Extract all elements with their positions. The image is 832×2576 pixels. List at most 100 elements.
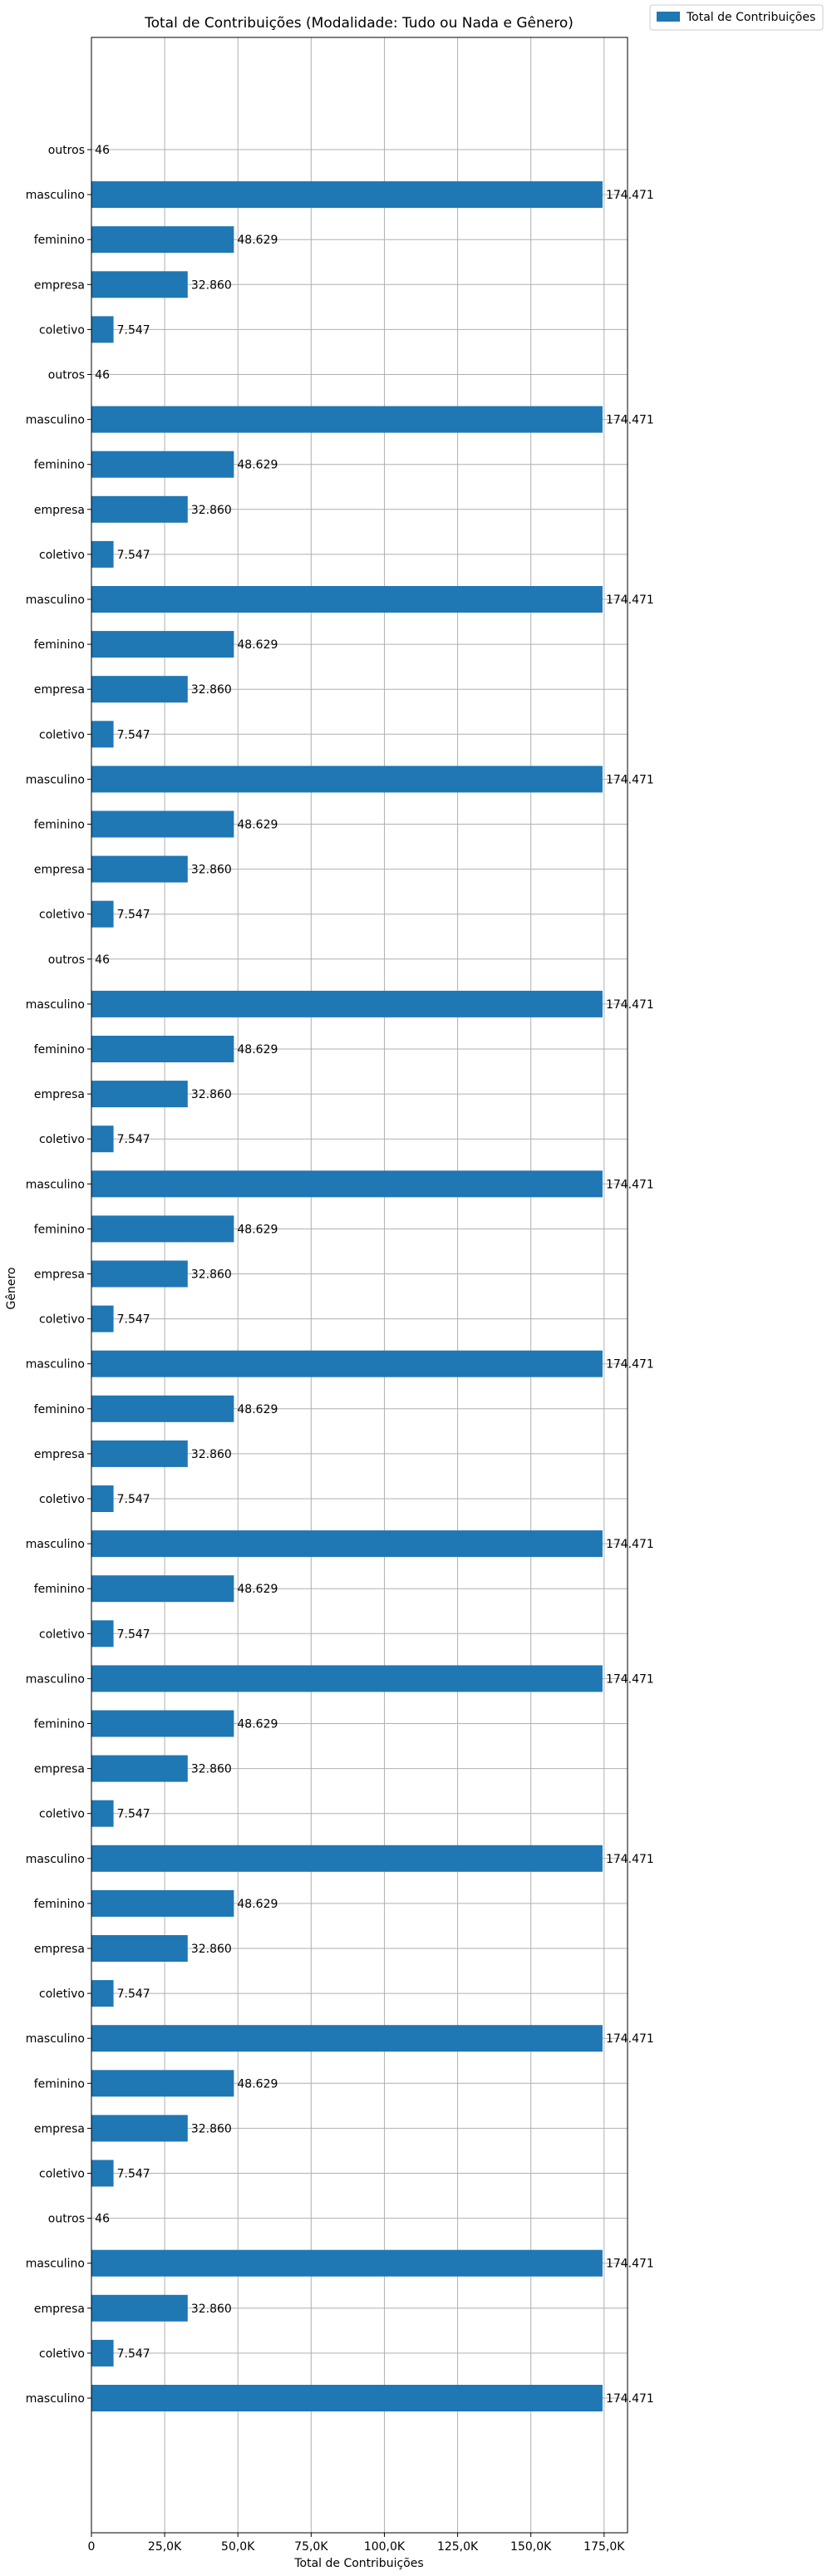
y-tick-label: feminino: [34, 234, 85, 247]
legend-swatch: [657, 12, 680, 22]
bar-value-label: 32.860: [191, 2122, 232, 2135]
x-axis-title: Total de Contribuições: [293, 2557, 423, 2570]
bar-value-label: 46: [95, 369, 110, 382]
bar-value-label: 48.629: [237, 234, 278, 247]
bar: [91, 1620, 114, 1648]
y-tick-label: outros: [48, 953, 85, 967]
bar: [91, 1170, 603, 1198]
bar: [91, 1845, 603, 1872]
y-tick-label: feminino: [34, 638, 85, 652]
y-tick-label: feminino: [34, 1043, 85, 1057]
bar-value-label: 32.860: [191, 1448, 232, 1461]
bar: [91, 1710, 234, 1737]
bar: [91, 406, 603, 433]
bar: [91, 900, 114, 928]
x-tick-label: 175,0K: [583, 2540, 625, 2554]
bar-value-label: 174.471: [606, 773, 654, 786]
y-tick-label: masculino: [26, 998, 85, 1012]
bar-value-label: 7.547: [117, 1493, 150, 1506]
y-tick-label: coletivo: [39, 1628, 85, 1641]
bar: [91, 586, 603, 613]
bar-value-label: 174.471: [606, 594, 654, 607]
y-tick-label: empresa: [34, 2122, 85, 2135]
bar: [91, 2339, 114, 2367]
bar-value-label: 48.629: [237, 819, 278, 832]
bar-value-label: 48.629: [237, 1043, 278, 1057]
bar-value-label: 174.471: [606, 1853, 654, 1866]
bar-value-label: 174.471: [606, 1672, 654, 1686]
chart-title: Total de Contribuições (Modalidade: Tudo…: [144, 15, 574, 32]
bar: [91, 495, 188, 523]
y-tick-label: empresa: [34, 1088, 85, 1101]
bar-value-label: 48.629: [237, 1898, 278, 1911]
bar-value-label: 7.547: [117, 909, 150, 922]
y-tick-label: empresa: [34, 1268, 85, 1282]
bar-value-label: 174.471: [606, 1358, 654, 1372]
y-tick-label: masculino: [26, 1538, 85, 1551]
bar-value-label: 32.860: [191, 1763, 232, 1776]
data-labels-layer: 46 174.471 48.629 32.860 7.547 46 174.471 48.62…: [95, 144, 654, 2406]
y-tick-label: masculino: [26, 1178, 85, 1191]
y-tick-label: empresa: [34, 864, 85, 877]
bar-value-label: 46: [95, 2213, 110, 2226]
y-tick-label: masculino: [26, 2392, 85, 2406]
bar: [91, 2025, 603, 2052]
bar: [91, 1125, 114, 1153]
bar: [91, 855, 188, 883]
bar: [91, 631, 234, 658]
y-tick-label: empresa: [34, 1448, 85, 1461]
bar: [91, 1575, 234, 1603]
x-tick-label: 75,0K: [294, 2540, 328, 2554]
y-tick-label: coletivo: [39, 1493, 85, 1506]
bar-value-label: 7.547: [117, 323, 150, 337]
bar: [91, 1036, 234, 1062]
bar-value-label: 32.860: [191, 864, 232, 877]
y-tick-label: masculino: [26, 1672, 85, 1686]
legend-box: [649, 4, 824, 31]
y-tick-label: coletivo: [39, 1133, 85, 1146]
bar: [91, 1081, 188, 1108]
bar: [91, 316, 114, 343]
bar-value-label: 7.547: [117, 1628, 150, 1641]
bar: [91, 271, 188, 298]
bar-value-label: 7.547: [117, 1313, 150, 1327]
bar-value-label: 48.629: [237, 1403, 278, 1416]
bar: [91, 1485, 114, 1512]
bar-value-label: 46: [95, 953, 110, 967]
y-tick-label: empresa: [34, 278, 85, 292]
x-tick-label: 100,0K: [364, 2540, 406, 2554]
bar: [91, 1530, 603, 1558]
bar: [91, 1350, 603, 1377]
bar-value-label: 48.629: [237, 2077, 278, 2091]
bar: [91, 1215, 234, 1243]
bar-value-label: 174.471: [606, 2258, 654, 2271]
bar: [91, 2115, 188, 2142]
bar-value-label: 7.547: [117, 2168, 150, 2181]
plot-frame: [91, 37, 628, 2534]
y-tick-label: coletivo: [39, 323, 85, 337]
y-tick-label: masculino: [26, 189, 85, 202]
bar-value-label: 174.471: [606, 1178, 654, 1191]
bar: [91, 1800, 114, 1827]
bars-layer: [91, 136, 603, 2411]
bar-value-label: 48.629: [237, 1583, 278, 1596]
y-tick-label: coletivo: [39, 1808, 85, 1821]
bar: [91, 2160, 114, 2187]
bar-value-label: 7.547: [117, 2347, 150, 2361]
legend: Total de Contribuições: [649, 4, 824, 31]
y-tick-label: masculino: [26, 2032, 85, 2046]
bar-value-label: 32.860: [191, 1088, 232, 1101]
y-axis-title: Gênero: [5, 1268, 18, 1310]
bar: [91, 676, 188, 703]
bar: [91, 226, 234, 254]
y-tick-label: feminino: [34, 459, 85, 472]
bar-value-label: 48.629: [237, 459, 278, 472]
bar: [91, 181, 603, 209]
bar-value-label: 7.547: [117, 728, 150, 741]
x-tick-label: 125,0K: [437, 2540, 479, 2554]
bar: [91, 810, 234, 838]
bar: [91, 766, 603, 793]
bar-value-label: 32.860: [191, 1943, 232, 1956]
y-tick-label: feminino: [34, 1898, 85, 1911]
y-tick-label: coletivo: [39, 549, 85, 562]
